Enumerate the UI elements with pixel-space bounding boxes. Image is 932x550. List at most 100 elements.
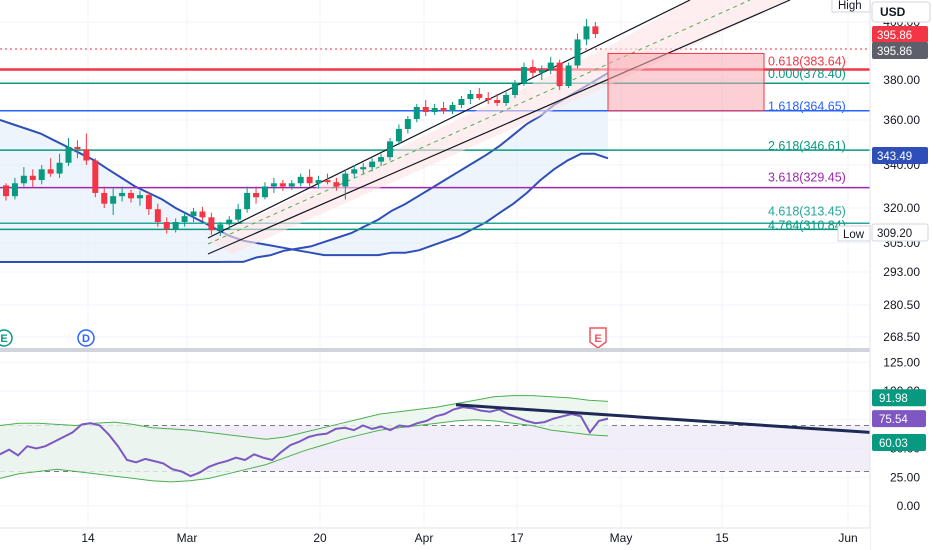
candle-body <box>154 209 161 222</box>
bollinger-lower-band <box>0 72 609 263</box>
candle-body <box>128 192 135 199</box>
high-label: High <box>838 0 862 12</box>
candle-body <box>306 176 313 184</box>
event-marker-letter: D <box>82 333 90 345</box>
event-marker[interactable]: E <box>589 327 607 349</box>
rsi-tick-label: 0.00 <box>897 499 921 513</box>
lower-band-tag: 343.49 <box>877 151 912 163</box>
last-price-tag-secondary: 395.86 <box>877 46 912 58</box>
currency-label-group[interactable]: USD <box>871 1 931 23</box>
candle-body <box>315 180 322 184</box>
candle-body <box>529 66 536 73</box>
event-marker-shape <box>77 329 95 347</box>
candle-body <box>431 108 438 112</box>
candle-body <box>181 216 188 222</box>
fib-label: 4.618(313.45) <box>768 204 846 218</box>
rsi-line <box>0 406 609 478</box>
channel-upper-line[interactable] <box>207 0 691 239</box>
candle-body <box>38 169 45 181</box>
price-tick-label: 380.00 <box>883 73 920 87</box>
price-scale-background <box>870 0 932 550</box>
price-tick-label: 360.00 <box>883 113 920 127</box>
bollinger-upper-band <box>0 119 609 257</box>
candle-body <box>288 183 295 187</box>
candle-body <box>270 183 277 187</box>
fib-label: 1.618(364.65) <box>768 100 846 114</box>
candle-body <box>163 222 170 229</box>
event-marker[interactable]: D <box>77 329 95 347</box>
fib-label: 2.618(346.61) <box>768 139 846 153</box>
rsi-tick-label: 25.00 <box>890 470 920 484</box>
event-marker-letter: E <box>0 333 7 345</box>
candle-body <box>565 65 572 86</box>
rsi-tag-bg <box>872 410 926 428</box>
candle-body <box>404 119 411 129</box>
low-label-bg <box>837 225 871 242</box>
candle-body <box>360 167 367 170</box>
rsi-tag-bg <box>872 389 926 407</box>
candle-body <box>520 66 527 83</box>
time-tick-label: 14 <box>81 531 95 545</box>
fib-label: 3.618(329.45) <box>768 171 846 185</box>
candle-body <box>83 149 90 161</box>
price-scale[interactable]: 400.00380.00360.00340.00320.00305.00293.… <box>831 0 932 550</box>
time-axis-background <box>0 528 870 550</box>
time-tick-label: 20 <box>313 531 327 545</box>
rsi-trendline[interactable] <box>455 403 871 434</box>
fib-label: 4.764(310.84) <box>768 218 846 232</box>
bollinger-fill <box>0 73 608 262</box>
time-tick-label: Mar <box>177 531 198 545</box>
time-tick-label: 15 <box>715 531 729 545</box>
rsi-tick-label: 125.00 <box>883 355 920 369</box>
candle-body <box>592 26 599 35</box>
candle-body <box>547 62 554 70</box>
rsi-tag: 60.03 <box>879 438 908 450</box>
candle-body <box>342 173 349 187</box>
price-pane[interactable]: 0.618(383.64)0.000(378.40) 1.618(364.65) 2… <box>0 0 870 349</box>
fib-label: 0.000(378.40) <box>768 67 846 81</box>
candle-body <box>226 219 233 225</box>
candle-body <box>395 129 402 142</box>
rsi-tag: 75.54 <box>879 414 908 426</box>
time-axis[interactable]: 14 Mar 20 Apr 17 May 15 Jun <box>0 527 870 550</box>
rsi-tag-bg <box>872 433 926 451</box>
candle-body <box>47 169 54 174</box>
rsi-tag: 91.98 <box>879 393 908 405</box>
candle-body <box>244 192 251 210</box>
candle-body <box>467 94 474 99</box>
time-tick-label: May <box>610 531 633 545</box>
candle-body <box>574 39 581 66</box>
position-box-rect[interactable] <box>607 52 765 112</box>
position-box[interactable] <box>607 52 765 112</box>
channel-lower-line[interactable] <box>207 0 791 255</box>
candle-body <box>3 185 9 197</box>
candle-body <box>253 192 260 198</box>
candle-body <box>297 176 304 184</box>
candle-body <box>20 175 27 184</box>
candle-body <box>101 192 108 204</box>
currency-label[interactable]: USD <box>880 5 906 19</box>
currency-button-bg[interactable] <box>871 1 931 23</box>
candle-body <box>583 26 590 40</box>
rsi-upper-envelope <box>0 395 609 440</box>
pane-divider[interactable] <box>0 348 932 352</box>
candle-body <box>369 161 376 168</box>
candle-body <box>503 95 510 103</box>
candle-body <box>378 157 385 162</box>
event-marker[interactable]: E <box>0 329 13 347</box>
time-tick-label: 17 <box>510 531 524 545</box>
candle-body <box>92 160 99 193</box>
candle-body <box>538 69 545 73</box>
candle-body <box>440 108 447 111</box>
candlestick-series <box>3 19 599 236</box>
candle-body <box>145 195 152 210</box>
candle-body <box>65 147 72 163</box>
channel-median-line[interactable] <box>207 0 751 245</box>
last-price-tag-secondary-bg <box>872 42 928 59</box>
candle-body <box>458 99 465 105</box>
candle-body <box>199 211 206 218</box>
low-value-tag: 309.20 <box>877 228 912 240</box>
candle-body <box>324 180 331 183</box>
rsi-pane[interactable] <box>0 395 871 483</box>
